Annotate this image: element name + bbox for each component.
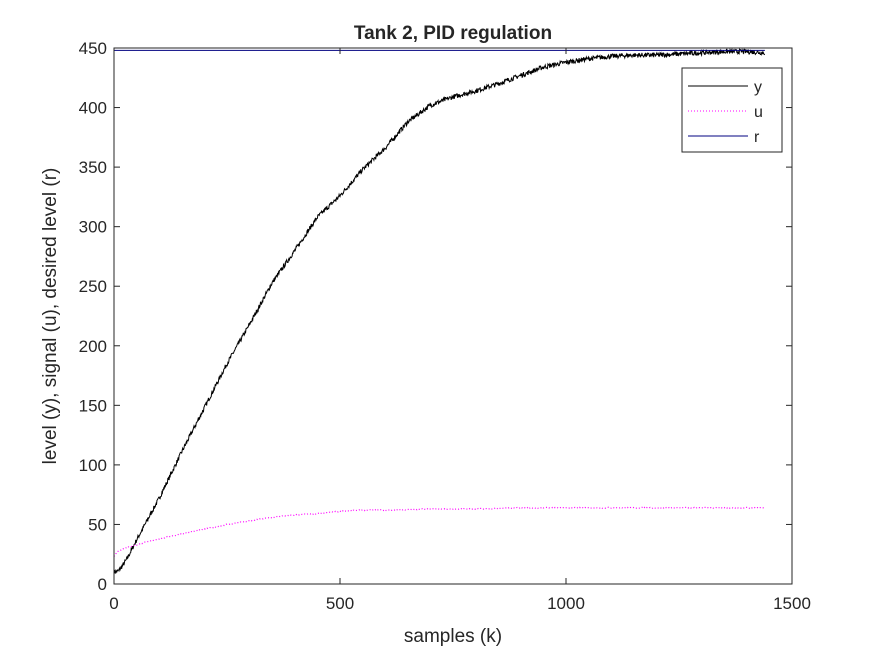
axes-layer bbox=[113, 47, 793, 585]
legend-label-y: y bbox=[754, 79, 762, 96]
y-tick-label: 350 bbox=[79, 158, 107, 177]
y-tick-label: 250 bbox=[79, 277, 107, 296]
series-layer bbox=[113, 47, 766, 575]
axes-frame bbox=[113, 47, 793, 585]
y-tick-label: 100 bbox=[79, 456, 107, 475]
x-tick-label: 0 bbox=[109, 594, 118, 613]
legend-box bbox=[681, 67, 783, 153]
plot-area bbox=[114, 48, 792, 584]
y-axis-label: level (y), signal (u), desired level (r) bbox=[40, 168, 61, 465]
x-tick-label: 500 bbox=[326, 594, 354, 613]
x-tick-label: 1500 bbox=[773, 594, 811, 613]
y-tick-label: 400 bbox=[79, 99, 107, 118]
legend: y u r bbox=[681, 67, 783, 153]
legend-label-u: u bbox=[754, 104, 763, 121]
legend-label-r: r bbox=[754, 129, 760, 146]
y-tick-label: 200 bbox=[79, 337, 107, 356]
chart-title: Tank 2, PID regulation bbox=[354, 23, 552, 44]
y-tick-label: 300 bbox=[79, 218, 107, 237]
ticks-layer: 0 500 1000 1500 0 50 100 150 200 250 300 350 400 450 bbox=[79, 39, 811, 613]
y-tick-label: 0 bbox=[98, 575, 107, 594]
x-axis-label: samples (k) bbox=[404, 626, 502, 647]
y-tick-label: 150 bbox=[79, 396, 107, 415]
x-tick-label: 1000 bbox=[547, 594, 585, 613]
series-line-y bbox=[113, 47, 766, 575]
y-tick-label: 50 bbox=[88, 515, 107, 534]
y-tick-label: 450 bbox=[79, 39, 107, 58]
